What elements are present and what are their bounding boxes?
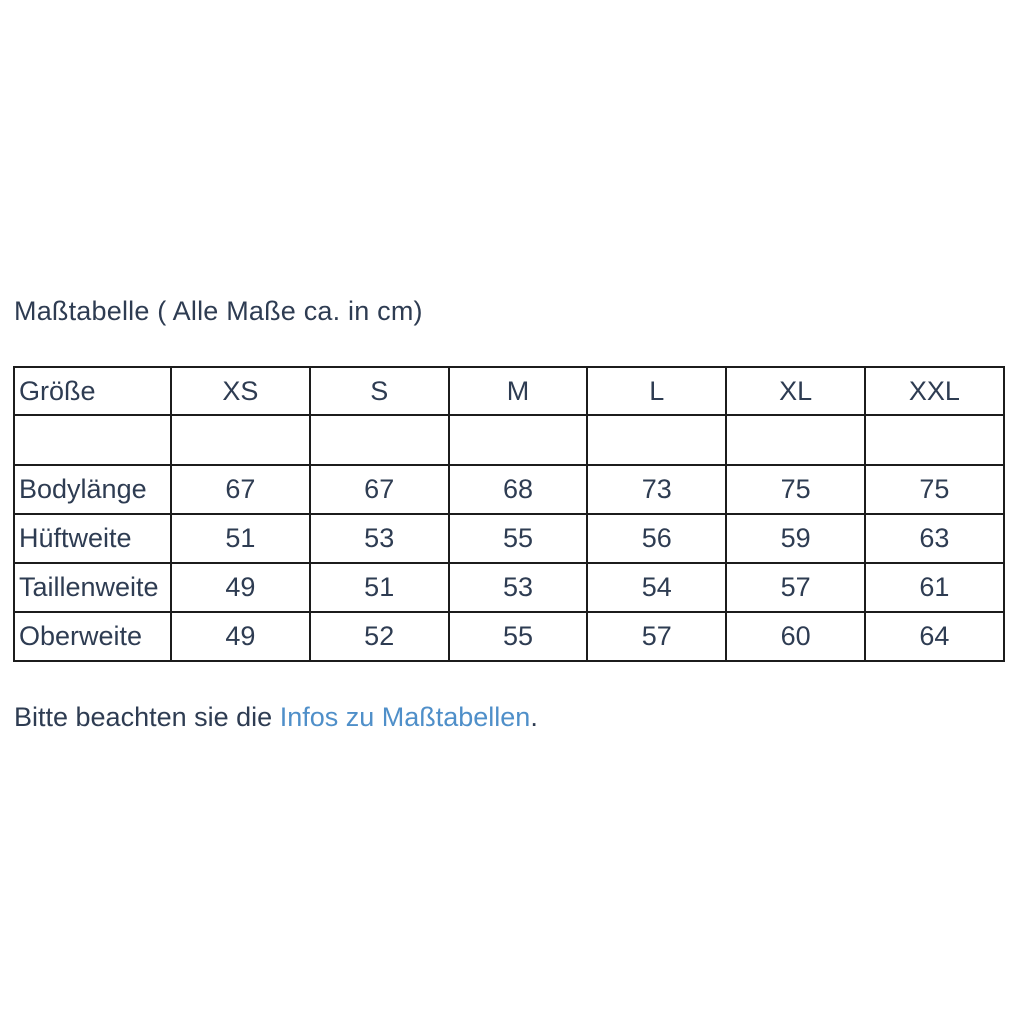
empty-cell [725,414,866,466]
empty-cell [13,414,172,466]
value-cell: 53 [447,562,589,613]
empty-cell [586,414,728,466]
value-cell: 57 [725,562,866,613]
row-label: Oberweite [13,611,172,662]
header-cell-m: M [447,366,589,416]
value-cell: 64 [863,611,1005,662]
page-title: Maßtabelle ( Alle Maße ca. in cm) [14,296,423,326]
row-label: Taillenweite [13,562,172,613]
empty-cell [447,414,589,466]
value-cell: 61 [863,562,1005,613]
header-cell-s: S [308,366,450,416]
header-cell-xl: XL [725,366,866,416]
value-cell: 73 [586,464,728,515]
value-cell: 55 [447,611,589,662]
value-cell: 67 [308,464,450,515]
value-cell: 57 [586,611,728,662]
size-chart-info-link[interactable]: Infos zu Maßtabellen [279,702,531,732]
size-table: Größe XS S M L XL XXL Bodylänge 67 67 68… [13,366,1005,662]
empty-cell [308,414,450,466]
value-cell: 56 [586,513,728,564]
value-cell: 51 [308,562,450,613]
table-empty-row [13,414,1005,466]
table-row-bodylaenge: Bodylänge 67 67 68 73 75 75 [13,464,1005,515]
value-cell: 63 [863,513,1005,564]
value-cell: 67 [170,464,311,515]
header-cell-groesse: Größe [13,366,172,416]
empty-cell [170,414,311,466]
row-label: Bodylänge [13,464,172,515]
header-cell-xxl: XXL [863,366,1005,416]
footer-note-prefix: Bitte beachten sie die [14,702,280,732]
value-cell: 60 [725,611,866,662]
table-header-row: Größe XS S M L XL XXL [13,366,1005,416]
table-row-hueftweite: Hüftweite 51 53 55 56 59 63 [13,513,1005,564]
header-cell-l: L [586,366,728,416]
table-row-oberweite: Oberweite 49 52 55 57 60 64 [13,611,1005,662]
row-label: Hüftweite [13,513,172,564]
value-cell: 55 [447,513,589,564]
footer-note: Bitte beachten sie die Infos zu Maßtabel… [14,700,538,734]
header-cell-xs: XS [170,366,311,416]
empty-cell [863,414,1005,466]
value-cell: 49 [170,562,311,613]
value-cell: 59 [725,513,866,564]
footer-note-suffix: . [530,702,538,732]
value-cell: 51 [170,513,311,564]
value-cell: 52 [308,611,450,662]
table-row-taillenweite: Taillenweite 49 51 53 54 57 61 [13,562,1005,613]
value-cell: 54 [586,562,728,613]
value-cell: 75 [725,464,866,515]
value-cell: 75 [863,464,1005,515]
value-cell: 68 [447,464,589,515]
value-cell: 53 [308,513,450,564]
value-cell: 49 [170,611,311,662]
